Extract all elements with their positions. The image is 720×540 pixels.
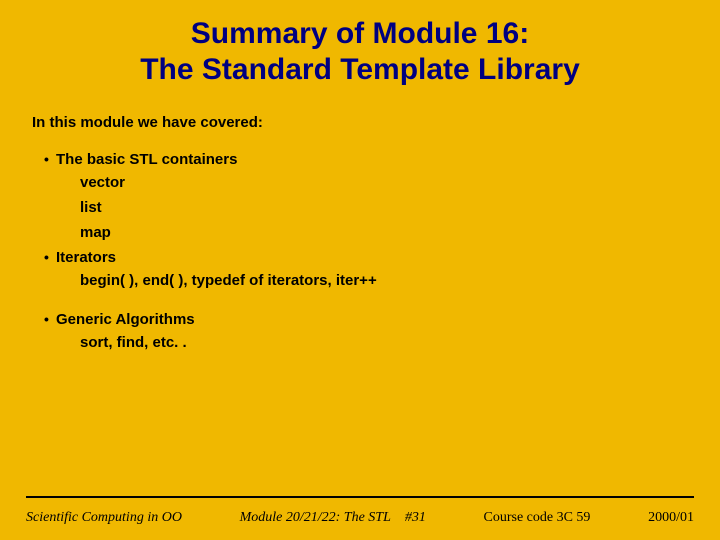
slide-title: Summary of Module 16: The Standard Templ… [40, 16, 680, 88]
slide: Summary of Module 16: The Standard Templ… [0, 0, 720, 540]
sub-algo-list: sort, find, etc. . [80, 334, 680, 351]
bullet-label: The basic STL containers [56, 151, 237, 168]
footer-year: 2000/01 [648, 510, 694, 526]
footer-mid: Module 20/21/22: The STL #31 [240, 510, 426, 526]
sub-list-containers: vector list map [80, 174, 680, 241]
footer: Scientific Computing in OO Module 20/21/… [26, 510, 694, 526]
spacer [44, 297, 680, 311]
sub-list-iterators: begin( ), end( ), typedef of iterators, … [80, 272, 680, 289]
title-line-2: The Standard Template Library [140, 53, 580, 86]
intro-text: In this module we have covered: [32, 114, 680, 131]
bullet-iterators: Iterators begin( ), end( ), typedef of i… [44, 249, 680, 289]
footer-rule [26, 496, 694, 498]
title-line-1: Summary of Module 16: [191, 17, 529, 50]
sub-list-algorithms: sort, find, etc. . [80, 334, 680, 351]
bullet-algorithms: Generic Algorithms sort, find, etc. . [44, 311, 680, 351]
sub-iter-ops: begin( ), end( ), typedef of iterators, … [80, 272, 680, 289]
bullet-list: The basic STL containers vector list map… [44, 151, 680, 351]
footer-left: Scientific Computing in OO [26, 510, 182, 526]
sub-map: map [80, 224, 680, 241]
bullet-label: Generic Algorithms [56, 311, 195, 328]
footer-course: Course code 3C 59 [484, 510, 591, 526]
sub-vector: vector [80, 174, 680, 191]
sub-list: list [80, 199, 680, 216]
bullet-label: Iterators [56, 249, 116, 266]
bullet-containers: The basic STL containers vector list map [44, 151, 680, 241]
footer-module: Module 20/21/22: The STL [240, 510, 391, 526]
footer-page: #31 [405, 510, 426, 526]
